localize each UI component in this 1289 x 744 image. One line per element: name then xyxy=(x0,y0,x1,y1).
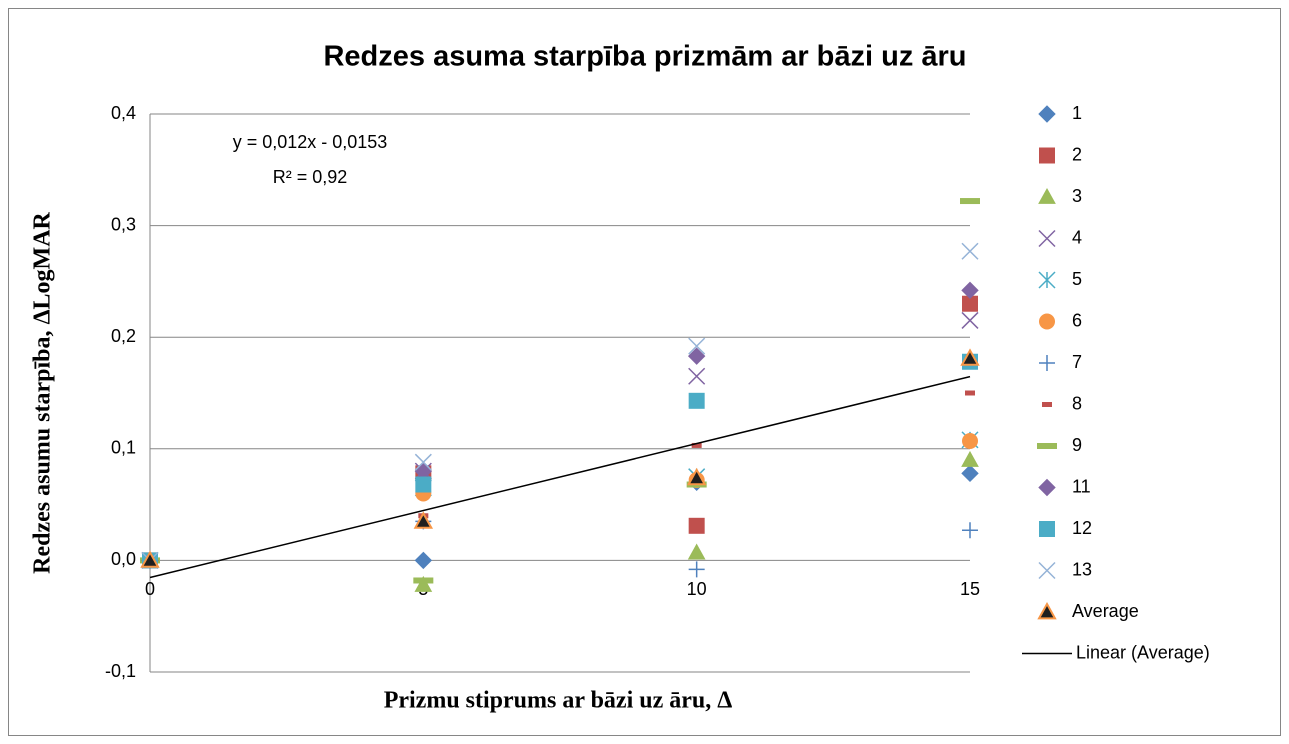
legend-label: 11 xyxy=(1072,476,1091,496)
legend-marker xyxy=(1038,271,1056,289)
point xyxy=(688,367,706,385)
legend-marker xyxy=(1037,443,1057,449)
trendline xyxy=(149,375,971,579)
legend-marker xyxy=(1038,561,1056,580)
point xyxy=(961,450,979,467)
y-tick-label: 0,4 xyxy=(111,103,136,123)
point xyxy=(688,337,706,355)
legend-marker xyxy=(1039,355,1055,371)
legend-label: 13 xyxy=(1072,559,1092,579)
point xyxy=(962,432,978,449)
legend-marker xyxy=(1038,105,1056,123)
x-tick-label: 10 xyxy=(687,579,707,599)
y-tick-label: 0,2 xyxy=(111,326,136,346)
legend-label: 5 xyxy=(1072,269,1082,289)
y-tick-label: 0,3 xyxy=(111,214,136,234)
legend-label: 1 xyxy=(1072,103,1082,123)
point xyxy=(414,551,433,570)
point xyxy=(688,392,705,409)
point xyxy=(962,522,978,539)
point xyxy=(965,390,975,396)
point xyxy=(415,476,432,493)
chart-title: Redzes asuma starpība prizmām ar bāzi uz… xyxy=(323,41,966,73)
point xyxy=(687,347,706,365)
trendline-equation: y = 0,012x - 0,0153 xyxy=(233,132,388,152)
point xyxy=(413,511,434,529)
chart-border xyxy=(8,8,1281,736)
legend-label: 3 xyxy=(1072,186,1082,206)
point xyxy=(686,467,707,486)
legend-label: 6 xyxy=(1072,310,1082,330)
point xyxy=(414,453,432,471)
legend-label: Linear (Average) xyxy=(1076,642,1210,662)
point xyxy=(961,464,979,483)
point xyxy=(961,281,979,300)
trendline-r2: R² = 0,92 xyxy=(273,167,348,187)
legend-marker xyxy=(1038,187,1056,204)
y-tick-label: 0,1 xyxy=(111,438,136,458)
legend-label: 4 xyxy=(1072,227,1082,247)
legend-marker xyxy=(1039,521,1055,537)
y-tick-label: -0,1 xyxy=(105,661,136,681)
point xyxy=(687,543,706,560)
legend-marker xyxy=(1038,478,1056,497)
point xyxy=(962,295,978,312)
point xyxy=(961,242,979,260)
legend-marker xyxy=(1042,402,1052,407)
point xyxy=(961,311,979,329)
legend-marker xyxy=(1038,229,1056,248)
legend-label: 12 xyxy=(1072,518,1092,538)
legend-marker xyxy=(1039,313,1055,330)
legend-label: 7 xyxy=(1072,352,1082,372)
point xyxy=(413,577,434,584)
point xyxy=(960,348,980,366)
point xyxy=(688,517,705,534)
legend-marker xyxy=(1037,601,1057,620)
legend-marker xyxy=(1039,147,1055,164)
point xyxy=(414,575,433,592)
x-tick-label: 0 xyxy=(145,579,155,599)
point xyxy=(688,561,705,578)
legend-label: 9 xyxy=(1072,435,1082,455)
legend-label: Average xyxy=(1072,601,1139,621)
point xyxy=(140,550,160,568)
x-axis-label: Prizmu stiprums ar bāzi uz āru, Δ xyxy=(384,688,733,714)
y-axis-label: Redzes asumu starpība, ΔLogMAR xyxy=(30,211,56,573)
legend-label: 2 xyxy=(1072,144,1082,164)
point xyxy=(960,198,980,205)
x-tick-label: 15 xyxy=(960,579,980,599)
point xyxy=(691,442,702,448)
legend-label: 8 xyxy=(1072,393,1082,413)
y-tick-label: 0,0 xyxy=(111,549,136,569)
